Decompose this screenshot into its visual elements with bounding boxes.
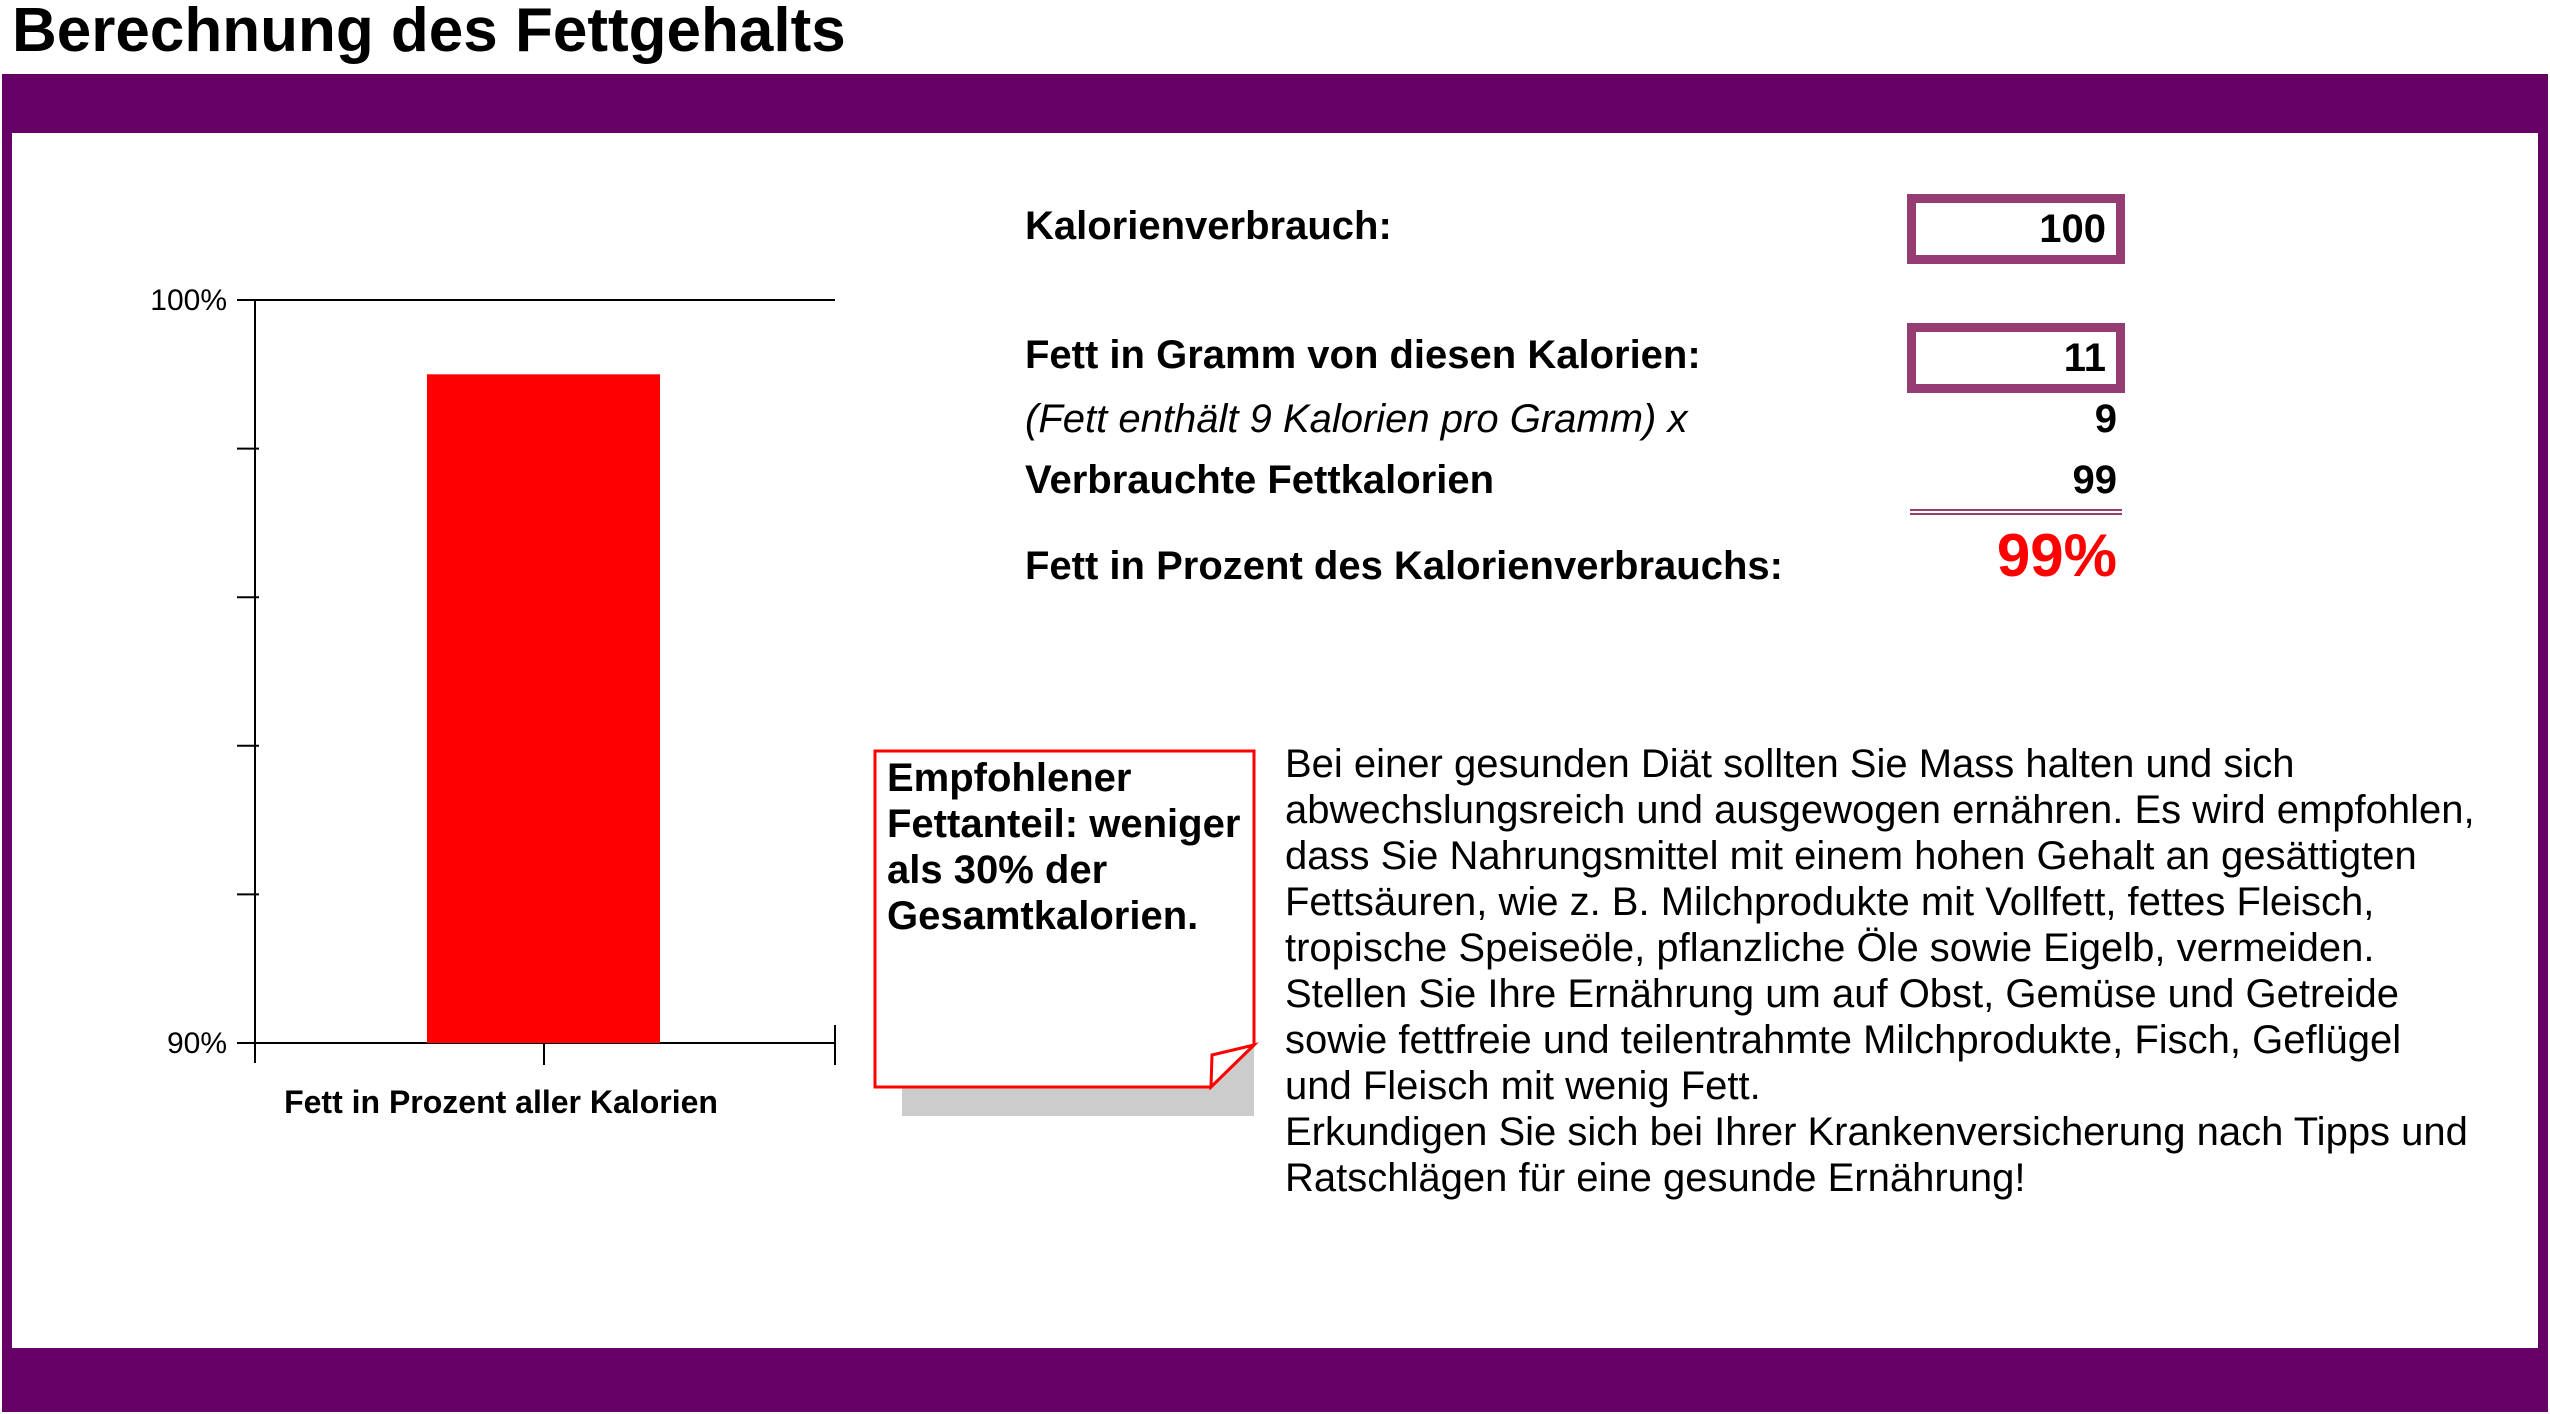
chart-label-layer: 90% 100% Fett in Prozent aller Kalorien (150, 284, 718, 1120)
fat-percent-value: 99% (1996, 522, 2117, 589)
fat-percentage-chart: 90% 100% Fett in Prozent aller Kalorien (110, 260, 870, 1140)
fat-percentage-bar (427, 374, 660, 1043)
nutrition-info-line: Bei einer gesunden Diät sollten Sie Mass… (1285, 742, 2295, 786)
fat-calories-value: 99 (2072, 458, 2118, 502)
fat-percent-label: Fett in Prozent des Kalorienverbrauchs: (1025, 544, 1783, 588)
fat-percentage-chart-svg: 90% 100% Fett in Prozent aller Kalorien (150, 284, 836, 1120)
y-axis-tick-label: 90% (167, 1027, 227, 1060)
nutrition-info-paragraph: Bei einer gesunden Diät sollten Sie Mass… (1285, 741, 2530, 1201)
note-card-folded-corner (1209, 1042, 1259, 1091)
page-title: Berechnung des Fettgehalts (12, 0, 846, 65)
note-card-shape (873, 749, 1259, 1091)
nutrition-info-line: Erkundigen Sie sich bei Ihrer Krankenver… (1285, 1110, 2468, 1154)
calories-input[interactable]: 100 (1907, 194, 2125, 264)
y-axis-tick-label: 100% (150, 284, 227, 317)
total-double-rule (1910, 509, 2122, 515)
nutrition-info-line: sowie fettfreie und teilentrahmte Milchp… (1285, 1018, 2402, 1062)
nutrition-info-line: Fettsäuren, wie z. B. Milchprodukte mit … (1285, 880, 2375, 924)
fat-calories-label: Verbrauchte Fettkalorien (1025, 458, 1495, 502)
nutrition-info-line: Stellen Sie Ihre Ernährung um auf Obst, … (1285, 972, 2399, 1016)
nutrition-info-line: tropische Speiseöle, pflanzliche Öle sow… (1285, 926, 2375, 970)
chart-bar-layer (427, 374, 660, 1043)
nutrition-info-line: Ratschlägen für eine gesunde Ernährung! (1285, 1156, 2026, 1200)
nutrition-info-line: und Fleisch mit wenig Fett. (1285, 1064, 1761, 1108)
calories-label: Kalorienverbrauch: (1025, 204, 1392, 248)
nutrition-info-line: abwechslungsreich und ausgewogen ernähre… (1285, 788, 2475, 832)
nutrition-info-line: dass Sie Nahrungsmittel mit einem hohen … (1285, 834, 2417, 878)
fat-factor-label: (Fett enthält 9 Kalorien pro Gramm) x (1025, 397, 1688, 441)
x-axis-category-label: Fett in Prozent aller Kalorien (284, 1084, 718, 1120)
fat-grams-label: Fett in Gramm von diesen Kalorien: (1025, 333, 1701, 377)
recommended-fat-note-text: Empfohlener Fettanteil: weniger als 30% … (887, 756, 1241, 938)
fat-grams-input[interactable]: 11 (1907, 323, 2125, 393)
recommended-fat-note: Empfohlener Fettanteil: weniger als 30% … (873, 749, 1259, 1091)
fat-factor-value: 9 (2094, 397, 2117, 441)
